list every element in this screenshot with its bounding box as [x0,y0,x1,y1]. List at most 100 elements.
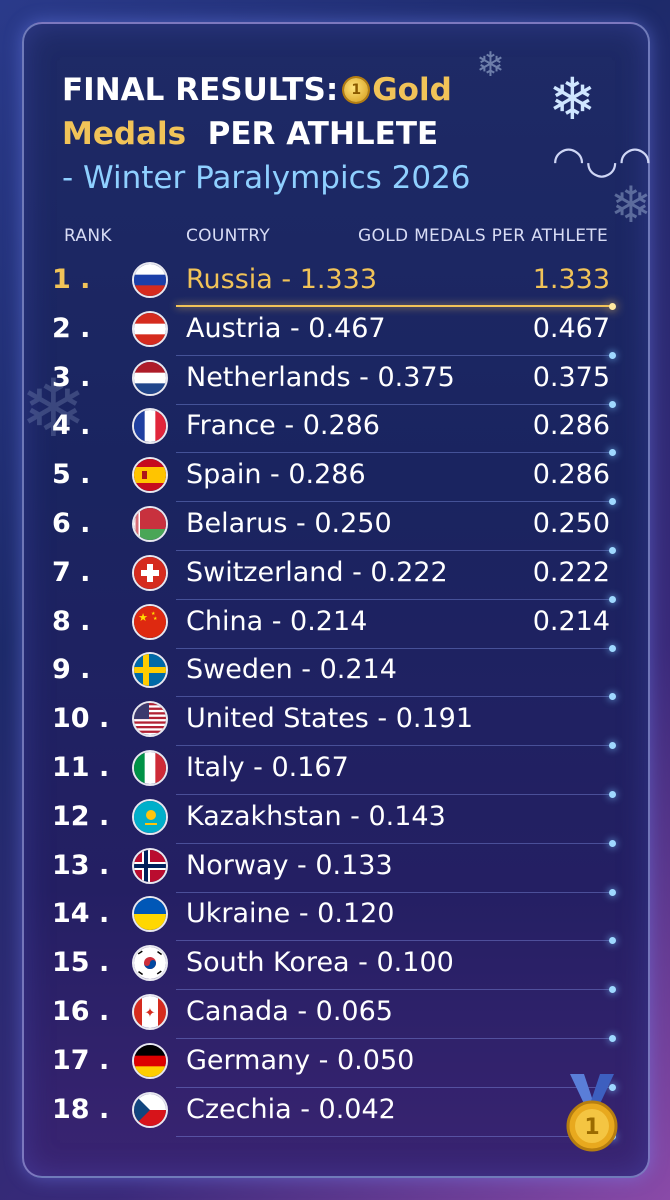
glow-dot [609,303,616,310]
divider [176,403,612,405]
italy-flag [132,750,168,786]
value-label: 1.333 [532,264,610,295]
divider [176,794,612,795]
rank-label: 12 . [52,800,110,832]
rank-label: 14 . [52,898,110,930]
page-title: FINAL RESULTS: 1 Gold Medals PER ATHLETE -… [62,68,542,200]
country-label: Belarus - 0.250 [186,508,392,539]
rank-label: 18 . [52,1093,110,1125]
divider [176,842,612,844]
austria-flag [132,310,168,347]
norway-flag [132,847,168,884]
result-row: 6 . Belarus - 0.250 0.250 [46,502,626,554]
divider [176,989,612,991]
svg-text:1: 1 [584,1115,599,1140]
paralympics-logo-icon: ◠◡◠ [552,138,652,182]
rank-label: 1 . [52,264,91,295]
value-label: 0.286 [532,459,610,491]
rank-label: 5 . [52,459,91,491]
divider [176,1038,612,1039]
canada-flag: ✦ [132,994,168,1030]
country-label: France - 0.286 [186,410,380,442]
glow-dot [609,400,616,408]
result-row: 11 . Italy - 0.167 [46,746,626,798]
divider [176,891,612,893]
title-suffix: PER ATHLETE [207,116,439,152]
kazakhstan-flag [132,798,168,835]
result-row: 18 . Czechia - 0.042 [46,1088,626,1140]
divider [176,940,612,942]
netherlands-flag [132,359,168,396]
results-card [22,22,650,1178]
svg-text:★: ★ [138,611,148,624]
result-row: 15 . South Korea - 0.100 [46,941,626,994]
country-label: Ukraine - 0.120 [186,898,395,930]
spain-flag [132,457,168,494]
country-label: Russia - 1.333 [186,264,378,295]
title-gold-word: Gold [372,72,452,108]
result-row: 9 . Sweden - 0.214 [46,648,626,701]
snowflake-icon: ❄ [610,176,652,234]
country-label: China - 0.214 [186,605,368,637]
glow-dot [609,791,616,798]
country-label: Spain - 0.286 [186,459,366,491]
country-label: Norway - 0.133 [186,849,393,881]
snowflake-icon: ❄ [476,45,505,85]
country-label: Switzerland - 0.222 [186,556,448,588]
country-label: Sweden - 0.214 [186,654,397,686]
glow-dot [609,644,616,652]
result-row: 10 . United States - 0.191 [46,697,626,750]
result-row: 16 . ✦ Canada - 0.065 [46,990,626,1042]
germany-flag [132,1042,168,1079]
value-label: 0.250 [532,508,610,539]
result-row: 8 . ★ ★ ★ China - 0.214 0.214 [46,600,626,652]
value-label: 0.222 [532,556,610,588]
divider [176,501,612,503]
result-row: 3 . Netherlands - 0.375 0.375 [46,356,626,408]
rank-label: 3 . [52,361,91,393]
rank-label: 10 . [52,703,110,735]
glow-dot [609,937,616,945]
result-row: 5 . Spain - 0.286 0.286 [46,453,626,506]
value-label: 0.286 [532,410,610,442]
divider [176,647,612,649]
rank-label: 17 . [52,1044,110,1076]
rank-label: 9 . [52,654,91,686]
switzerland-flag [132,554,168,591]
glow-dot [609,1035,616,1042]
value-label: 0.214 [532,605,610,637]
glow-dot [609,888,616,896]
country-label: Austria - 0.467 [186,312,386,344]
divider [176,1135,612,1137]
result-row: 17 . Germany - 0.050 [46,1039,626,1091]
value-label: 0.375 [532,361,610,393]
rank-label: 8 . [52,605,91,637]
glow-dot [609,742,616,750]
glow-dot [609,986,616,994]
result-row: 2 . Austria - 0.467 0.467 [46,307,626,359]
glow-dot [609,839,616,847]
russia-flag [132,262,168,298]
result-row: 12 . Kazakhstan - 0.143 [46,795,626,847]
rank-label: 2 . [52,312,91,344]
south-korea-flag [132,945,168,982]
result-row: 14 . Ukraine - 0.120 [46,892,626,945]
svg-text:★: ★ [151,611,156,617]
country-label: United States - 0.191 [186,703,474,735]
gold-medal-icon: 1 [566,1074,618,1152]
usa-flag [132,701,168,738]
country-label: Czechia - 0.042 [186,1093,396,1125]
rank-label: 11 . [52,752,110,783]
rank-label: 4 . [52,410,91,442]
belarus-flag [132,506,168,542]
divider [176,354,612,356]
glow-dot [609,449,616,457]
country-label: Netherlands - 0.375 [186,361,455,393]
glow-dot [609,693,616,701]
title-subtitle: - Winter Paralympics 2026 [62,160,471,196]
sweden-flag [132,652,168,689]
france-flag [132,408,168,445]
value-label: 0.467 [532,312,610,344]
glow-dot [609,547,616,554]
country-label: Kazakhstan - 0.143 [186,800,446,832]
